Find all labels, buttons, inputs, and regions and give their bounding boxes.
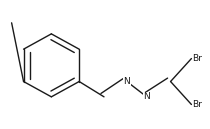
Text: Br: Br — [192, 54, 202, 63]
Text: Br: Br — [192, 100, 202, 109]
Text: N: N — [143, 92, 150, 101]
Text: N: N — [123, 77, 130, 86]
